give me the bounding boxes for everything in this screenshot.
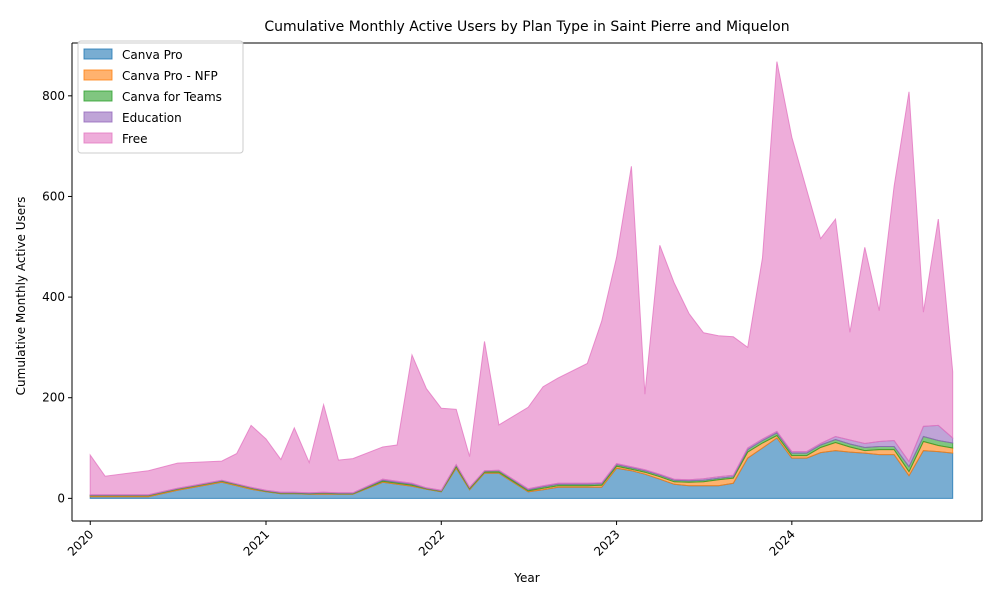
legend-swatch (83, 69, 113, 81)
legend-label: Canva for Teams (122, 90, 222, 104)
legend-entry-canva-pro-nfp: Canva Pro - NFP (83, 69, 218, 83)
legend-entry-canva-for-teams: Canva for Teams (83, 90, 222, 104)
series-areas (89, 61, 954, 499)
legend-entry-free: Free (83, 132, 147, 146)
x-tick-label: 2024 (766, 527, 797, 558)
legend-label: Canva Pro (122, 48, 183, 62)
y-axis-label: Cumulative Monthly Active Users (14, 197, 28, 396)
y-tick-label: 600 (42, 189, 65, 203)
legend-label: Education (122, 111, 182, 125)
legend-box (77, 40, 244, 154)
y-tick-label: 0 (57, 491, 65, 505)
legend-entry-education: Education (83, 111, 182, 125)
chart-title: Cumulative Monthly Active Users by Plan … (264, 19, 789, 35)
x-tick-label: 2023 (591, 527, 622, 558)
y-tick-label: 400 (42, 290, 65, 304)
legend-entry-canva-pro: Canva Pro (83, 48, 183, 62)
legend-label: Free (122, 132, 147, 146)
y-tick-label: 800 (42, 89, 65, 103)
legend: Canva Pro Canva Pro - NFP Canva for Teams E… (77, 40, 244, 154)
legend-swatch (83, 111, 113, 123)
x-axis-label: Year (513, 571, 539, 585)
legend-swatch (83, 48, 113, 60)
x-tick-label: 2022 (416, 527, 447, 558)
x-tick-label: 2021 (241, 527, 272, 558)
legend-swatch (83, 90, 113, 102)
legend-swatch (83, 132, 113, 144)
y-tick-label: 200 (42, 391, 65, 405)
area-free (89, 61, 954, 496)
legend-label: Canva Pro - NFP (122, 69, 218, 83)
x-tick-label: 2020 (65, 527, 96, 558)
